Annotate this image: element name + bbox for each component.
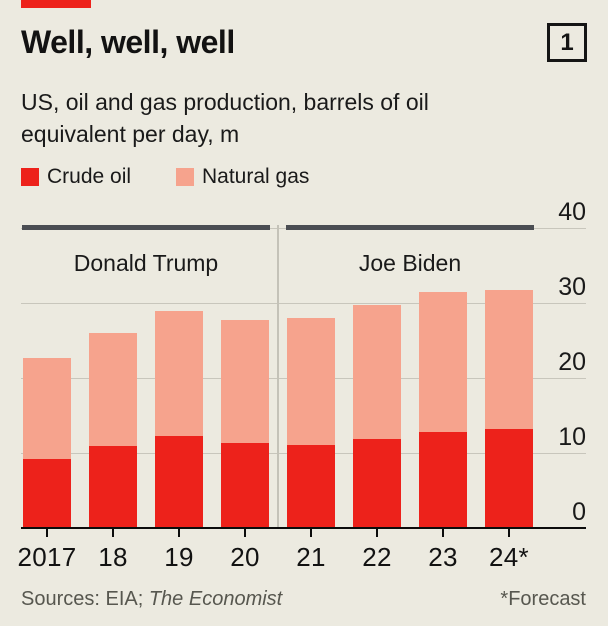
y-axis-tick-label: 20 [558, 348, 586, 376]
x-axis-line [21, 527, 586, 529]
x-axis-tick [442, 529, 444, 537]
x-axis-tick [310, 529, 312, 537]
x-axis-label: 2017 [17, 542, 77, 572]
period-label: Joe Biden [358, 250, 462, 276]
x-axis-tick [112, 529, 114, 537]
y-axis-tick-label: 30 [558, 273, 586, 301]
footer-forecast-note: *Forecast [500, 588, 586, 610]
legend-item-natural-gas: Natural gas [176, 165, 309, 189]
chart-number-badge: 1 [547, 23, 587, 62]
chart-subtitle: US, oil and gas production, barrels of o… [21, 86, 429, 150]
legend-swatch-natural-gas [176, 168, 194, 186]
bar-segment-natural-gas [353, 305, 401, 439]
x-axis-tick [376, 529, 378, 537]
bar-segment-crude-oil [485, 429, 533, 528]
bar-segment-natural-gas [419, 292, 467, 432]
economist-red-tag [21, 0, 91, 8]
period-label: Donald Trump [73, 250, 219, 276]
bar-segment-natural-gas [287, 318, 335, 445]
bar-segment-crude-oil [353, 439, 401, 528]
footer: Sources: EIA; The Economist *Forecast [0, 588, 608, 612]
x-axis-tick [508, 529, 510, 537]
gridline [21, 303, 586, 304]
bar-segment-crude-oil [155, 436, 203, 528]
x-axis-tick [46, 529, 48, 537]
bar-segment-crude-oil [221, 443, 269, 528]
bar-segment-natural-gas [155, 311, 203, 436]
footer-sources-prefix: Sources: EIA; [21, 588, 149, 610]
x-axis-label: 24* [489, 542, 529, 572]
bar-segment-natural-gas [221, 320, 269, 443]
legend-item-crude-oil: Crude oil [21, 165, 131, 189]
y-axis-tick-label: 10 [558, 423, 586, 451]
bar-segment-natural-gas [89, 333, 137, 446]
x-axis-label: 19 [164, 542, 194, 572]
x-axis-label: 23 [428, 542, 458, 572]
bar-segment-natural-gas [23, 358, 71, 459]
period-marker [286, 225, 534, 230]
x-axis-label: 20 [230, 542, 260, 572]
bar-segment-crude-oil [419, 432, 467, 528]
bar-segment-crude-oil [287, 445, 335, 528]
y-axis-tick-label: 40 [558, 198, 586, 226]
legend-label-natural-gas: Natural gas [202, 165, 310, 188]
chart-subtitle-line2: equivalent per day, m [21, 121, 240, 147]
legend-label-crude-oil: Crude oil [47, 165, 132, 188]
legend-swatch-crude-oil [21, 168, 39, 186]
x-axis-tick [178, 529, 180, 537]
bar-segment-natural-gas [485, 290, 533, 429]
chart-subtitle-line1: US, oil and gas production, barrels of o… [21, 89, 429, 115]
chart-title: Well, well, well [21, 24, 235, 60]
footer-sources-publication: The Economist [148, 588, 283, 610]
period-marker [22, 225, 270, 230]
x-axis-label: 22 [362, 542, 392, 572]
period-divider [277, 225, 279, 528]
bar-segment-crude-oil [23, 459, 71, 528]
y-axis-tick-label: 0 [572, 498, 586, 526]
x-axis-label: 21 [296, 542, 326, 572]
footer-sources: Sources: EIA; The Economist [21, 588, 282, 611]
bar-segment-crude-oil [89, 446, 137, 528]
x-axis-label: 18 [98, 542, 128, 572]
x-axis-tick [244, 529, 246, 537]
